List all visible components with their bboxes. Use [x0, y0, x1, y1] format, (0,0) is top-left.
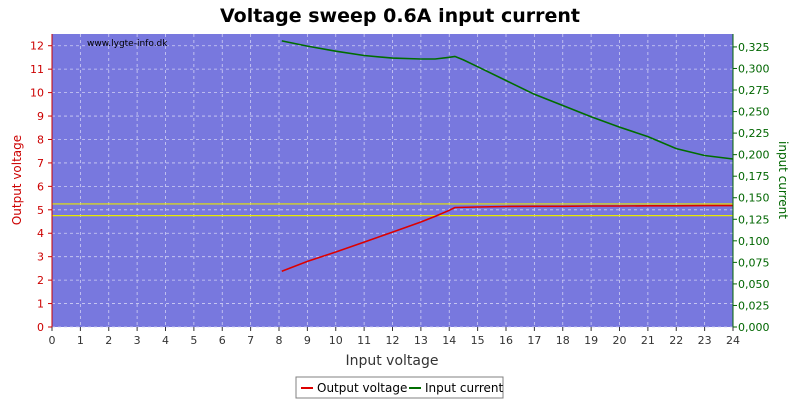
x-axis-label: Input voltage: [345, 353, 438, 369]
x-tick-label: 4: [162, 334, 169, 347]
chart-title: Voltage sweep 0.6A input current: [220, 5, 580, 27]
series-line-output-voltage: [281, 204, 733, 272]
watermark: www.lygte-info.dk: [87, 39, 168, 49]
y2-tick-label: 0,100: [738, 235, 770, 248]
y2-tick-label: 0,075: [738, 256, 770, 269]
x-tick-label: 13: [414, 334, 428, 347]
x-tick-label: 8: [276, 334, 283, 347]
y-tick-label: 12: [30, 40, 44, 53]
y2-tick-label: 0,050: [738, 278, 770, 291]
y2-tick-label: 0,025: [738, 299, 770, 312]
x-tick-label: 21: [641, 334, 655, 347]
x-tick-label: 15: [471, 334, 485, 347]
y-tick-label: 8: [37, 133, 44, 146]
x-tick-label: 24: [726, 334, 740, 347]
x-axis: 0 1 2 3 4 5 6 7 8 9 10 11 12 13 14 15 16 17 18 19 20 21 22 23 24: [49, 327, 740, 347]
x-tick-label: 6: [219, 334, 226, 347]
y-tick-label: 0: [37, 321, 44, 334]
y2-tick-label: 0,325: [738, 41, 770, 54]
x-tick-label: 7: [247, 334, 254, 347]
x-tick-label: 1: [77, 334, 84, 347]
legend-label-input-current: Input current: [425, 381, 503, 395]
series-layer: [281, 40, 734, 272]
legend-box: [295, 376, 504, 399]
y2-tick-label: 0,225: [738, 127, 770, 140]
y-tick-label: 3: [37, 251, 44, 264]
x-tick-label: 11: [357, 334, 371, 347]
x-tick-label: 10: [329, 334, 343, 347]
x-tick-label: 0: [49, 334, 56, 347]
y2-tick-label: 0,200: [738, 149, 770, 162]
y2-tick-label: 0,000: [738, 321, 770, 334]
y-axis-right: 0,000 0,025 0,050 0,075 0,100 0,125 0,150 0,175…: [732, 34, 770, 334]
x-tick-label: 12: [386, 334, 400, 347]
y-tick-label: 5: [37, 204, 44, 217]
y-tick-label: 11: [30, 63, 44, 76]
x-tick-label: 14: [442, 334, 456, 347]
y-tick-label: 10: [30, 87, 44, 100]
reference-lines: [52, 203, 733, 217]
y2-tick-label: 0,150: [738, 192, 770, 205]
x-tick-label: 18: [556, 334, 570, 347]
x-tick-label: 22: [669, 334, 683, 347]
x-tick-label: 3: [134, 334, 141, 347]
x-tick-label: 23: [698, 334, 712, 347]
y-tick-label: 4: [37, 227, 44, 240]
x-tick-label: 17: [527, 334, 541, 347]
x-tick-label: 5: [190, 334, 197, 347]
y-tick-label: 2: [37, 274, 44, 287]
grid: [51, 34, 734, 328]
y2-tick-label: 0,300: [738, 62, 770, 75]
x-tick-label: 19: [584, 334, 598, 347]
legend: Output voltage Input current: [295, 376, 504, 399]
y2-axis-label: input current: [776, 141, 790, 219]
x-tick-label: 20: [613, 334, 627, 347]
y2-tick-label: 0,250: [738, 106, 770, 119]
y-tick-label: 6: [37, 180, 44, 193]
y2-tick-label: 0,275: [738, 84, 770, 97]
x-tick-label: 9: [304, 334, 311, 347]
y-tick-label: 1: [37, 298, 44, 311]
y-tick-label: 7: [37, 157, 44, 170]
legend-label-output-voltage: Output voltage: [317, 381, 407, 395]
x-tick-label: 2: [105, 334, 112, 347]
y-axis-label: Output voltage: [10, 135, 24, 225]
y2-tick-label: 0,175: [738, 170, 770, 183]
y2-tick-label: 0,125: [738, 213, 770, 226]
series-line-input-current: [281, 40, 734, 160]
x-tick-label: 16: [499, 334, 513, 347]
y-tick-label: 9: [37, 110, 44, 123]
